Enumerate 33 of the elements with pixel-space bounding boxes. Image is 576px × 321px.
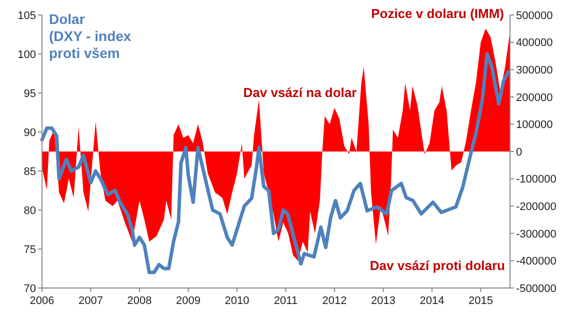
x-tick-label: 2008 <box>127 295 152 307</box>
y2-tick-label: 400000 <box>516 37 553 50</box>
x-tick-label: 2012 <box>322 295 347 307</box>
x-tick-label: 2009 <box>176 295 200 307</box>
y-tick-label: 85 <box>24 166 36 178</box>
x-tick-label: 2014 <box>420 295 444 307</box>
x-tick-label: 2015 <box>468 295 493 307</box>
annotation: Dav vsází na dolar <box>243 85 357 100</box>
y2-tick-label: 300000 <box>516 64 553 76</box>
y2-tick-label: -300000 <box>516 228 556 240</box>
y2-tick-label: -400000 <box>516 256 556 268</box>
y-tick-label: 70 <box>24 282 36 295</box>
y2-tick-label: 0 <box>516 146 522 158</box>
y2-tick-label: 500000 <box>516 10 553 22</box>
annotation: Dav vsází proti dolaru <box>370 258 506 273</box>
y2-tick-label: -500000 <box>516 282 556 295</box>
x-tick-label: 2013 <box>371 295 396 307</box>
x-tick-label: 2010 <box>224 295 250 307</box>
y-tick-label: 100 <box>18 48 36 61</box>
y2-tick-label: -100000 <box>516 174 556 186</box>
y-tick-label: 90 <box>24 126 36 139</box>
x-tick-label: 2011 <box>274 295 298 307</box>
y2-tick-label: 100000 <box>516 119 553 132</box>
y-axis-title: Dolar (DXY - index proti všem <box>49 11 132 61</box>
y2-tick-label: -200000 <box>516 200 556 213</box>
y2-tick-label: 200000 <box>516 92 553 104</box>
y-tick-label: 75 <box>24 244 36 256</box>
x-tick-label: 2006 <box>30 295 54 307</box>
x-tick-label: 2007 <box>78 295 103 307</box>
y-tick-label: 105 <box>18 10 36 22</box>
y-tick-label: 95 <box>24 88 36 100</box>
y2-axis-title: Pozice v dolaru (IMM) <box>371 6 504 21</box>
y-tick-label: 80 <box>24 204 36 217</box>
